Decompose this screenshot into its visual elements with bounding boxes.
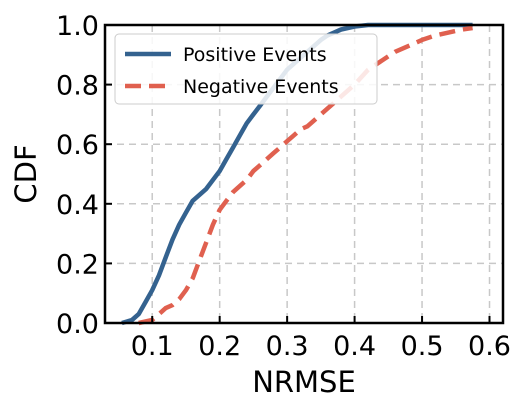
series-line-negative	[138, 25, 473, 326]
x-tick-label: 0.1	[131, 331, 174, 362]
axis-ticks: 0.1 0.2 0.3 0.4 0.5 0.6 0.0 0.2 0.4 0.6 0.8 1.0	[56, 11, 511, 362]
x-tick-label: 0.6	[468, 331, 511, 362]
series-line-positive	[121, 22, 473, 326]
x-axis-label: NRMSE	[252, 365, 356, 399]
x-tick-label: 0.4	[333, 331, 376, 362]
y-tick-label: 1.0	[56, 11, 99, 42]
series-lines	[121, 22, 473, 326]
y-axis-label: CDF	[9, 144, 43, 203]
legend-box	[114, 33, 378, 105]
legend-label-negative: Negative Events	[183, 76, 339, 98]
x-tick-label: 0.5	[401, 331, 444, 362]
plot-frame	[103, 23, 505, 325]
y-tick-label: 0.0	[56, 309, 99, 340]
x-tick-label: 0.2	[198, 331, 241, 362]
legend: Positive Events Negative Events	[114, 33, 378, 105]
y-tick-label: 0.6	[56, 130, 99, 161]
legend-label-positive: Positive Events	[183, 44, 327, 66]
y-tick-label: 0.2	[56, 249, 99, 280]
y-tick-label: 0.8	[56, 71, 99, 102]
x-tick-label: 0.3	[266, 331, 309, 362]
y-tick-label: 0.4	[56, 190, 99, 221]
